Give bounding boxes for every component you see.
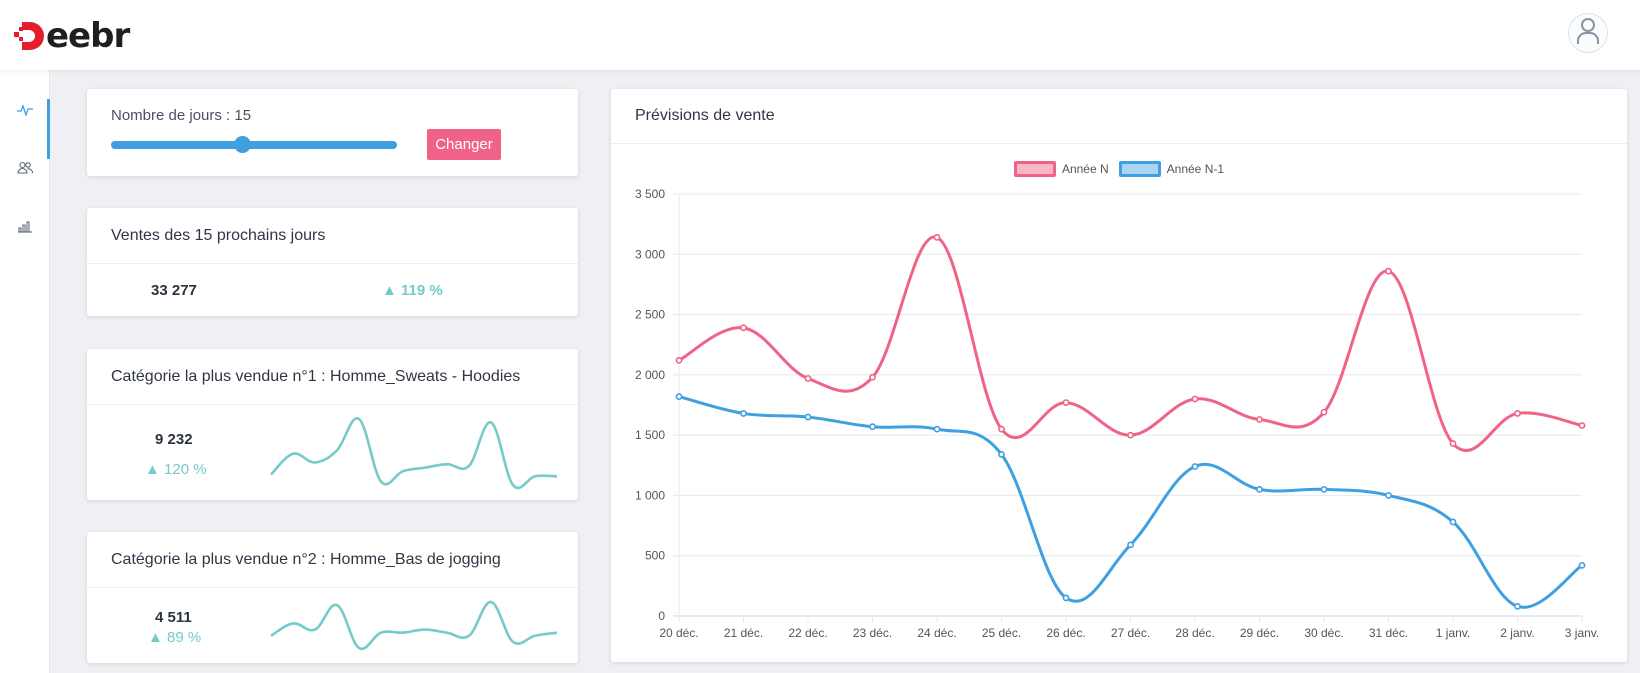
data-point[interactable] [1320, 485, 1328, 493]
sales-value: 33 277 [151, 282, 197, 299]
sidebar [0, 70, 50, 673]
category-2-card: Catégorie la plus vendue n°2 : Homme_Bas… [87, 532, 578, 663]
category-1-sparkline [270, 417, 558, 490]
category-1-card: Catégorie la plus vendue n°1 : Homme_Swe… [87, 349, 578, 500]
x-tick-label: 21 déc. [724, 626, 763, 640]
change-button[interactable]: Changer [427, 129, 501, 160]
y-tick-label: 2 500 [635, 308, 665, 322]
logo-text: eebr [46, 16, 130, 56]
sparkline-path [270, 600, 558, 651]
legend-item-annee-n-1[interactable]: Année N-1 [1118, 161, 1225, 177]
x-tick-label: 23 déc. [853, 626, 892, 640]
legend-label-annee-n: Année N [1061, 162, 1109, 176]
data-point[interactable] [998, 425, 1005, 433]
data-point[interactable] [1062, 399, 1070, 406]
forecast-title: Prévisions de vente [611, 89, 1627, 144]
y-tick-label: 2 000 [635, 368, 665, 382]
legend-item-annee-n[interactable]: Année N [1013, 161, 1109, 177]
data-point[interactable] [998, 451, 1005, 458]
y-tick-label: 3 000 [635, 247, 665, 261]
data-point[interactable] [740, 324, 747, 332]
data-point[interactable] [869, 423, 876, 431]
chart-legend: Année N Année N-1 [611, 161, 1627, 177]
data-point[interactable] [1191, 395, 1199, 403]
days-label: Nombre de jours : 15 [111, 107, 252, 124]
x-tick-label: 1 janv. [1436, 626, 1470, 640]
data-point[interactable] [675, 393, 683, 400]
legend-swatch-annee-n-1 [1118, 161, 1161, 177]
data-point[interactable] [675, 356, 683, 364]
data-point[interactable] [1191, 463, 1199, 470]
y-tick-label: 500 [645, 549, 665, 563]
series-line-1 [678, 395, 1583, 609]
legend-swatch-annee-n [1013, 161, 1056, 177]
y-tick-label: 1 500 [635, 428, 665, 442]
sales-card: Ventes des 15 prochains jours 33 277 ▲ 1… [87, 208, 578, 316]
data-point[interactable] [1514, 602, 1521, 610]
category-2-value: 4 511 [155, 609, 192, 626]
data-point[interactable] [1449, 440, 1457, 447]
sparkline-path [270, 417, 558, 490]
category-2-change: ▲ 89 % [148, 629, 202, 646]
activity-icon [17, 103, 33, 121]
data-point[interactable] [1127, 431, 1134, 439]
data-point[interactable] [804, 375, 812, 382]
category-1-change: ▲ 120 % [145, 461, 207, 478]
x-tick-label: 24 déc. [917, 626, 956, 640]
y-tick-label: 0 [658, 609, 665, 623]
x-tick-label: 27 déc. [1111, 626, 1150, 640]
days-control-card: Nombre de jours : 15 Changer [87, 89, 578, 176]
forecast-card: Prévisions de vente Année N Année N-1 3 … [611, 89, 1627, 662]
data-point[interactable] [869, 373, 876, 381]
data-point[interactable] [740, 410, 747, 417]
forecast-line-chart: 3 500 3 000 2 500 2 000 1 500 1 000 500 0 20 déc… [635, 187, 1599, 640]
data-point[interactable] [933, 234, 941, 241]
sidebar-item-stats[interactable] [0, 198, 50, 258]
data-point[interactable] [1514, 410, 1521, 417]
deebr-logo-icon [12, 18, 48, 54]
x-tick-label: 3 janv. [1565, 626, 1599, 640]
bar-chart-icon [17, 219, 33, 238]
category-2-title: Catégorie la plus vendue n°2 : Homme_Bas… [87, 532, 578, 588]
x-tick-label: 28 déc. [1175, 626, 1214, 640]
x-tick-label: 2 janv. [1500, 626, 1534, 640]
data-point[interactable] [1578, 422, 1586, 429]
data-point[interactable] [1127, 541, 1134, 549]
x-tick-label: 22 déc. [788, 626, 827, 640]
y-tick-label: 3 500 [635, 187, 665, 201]
x-tick-label: 20 déc. [659, 626, 698, 640]
x-tick-label: 29 déc. [1240, 626, 1279, 640]
data-point[interactable] [1320, 408, 1328, 416]
sales-change: ▲ 119 % [382, 282, 443, 299]
users-icon [17, 161, 34, 180]
x-tick-label: 30 déc. [1304, 626, 1343, 640]
y-tick-label: 1 000 [635, 488, 665, 502]
data-point[interactable] [804, 413, 812, 421]
data-point[interactable] [1256, 485, 1263, 493]
data-point[interactable] [1385, 267, 1392, 275]
days-slider-thumb[interactable] [234, 136, 252, 153]
user-avatar[interactable] [1568, 13, 1608, 53]
data-point[interactable] [1449, 518, 1457, 526]
data-point[interactable] [1062, 594, 1070, 602]
category-2-sparkline [270, 600, 558, 651]
days-slider-track[interactable] [111, 141, 397, 149]
sales-card-title: Ventes des 15 prochains jours [87, 208, 578, 264]
logo[interactable]: eebr [12, 16, 130, 56]
user-icon [1576, 17, 1600, 50]
legend-label-annee-n-1: Année N-1 [1166, 162, 1225, 176]
x-tick-label: 26 déc. [1046, 626, 1085, 640]
sidebar-item-dashboard[interactable] [0, 82, 50, 159]
data-point[interactable] [1578, 561, 1586, 569]
x-tick-label: 31 déc. [1369, 626, 1408, 640]
sidebar-item-users[interactable] [0, 140, 50, 200]
data-point[interactable] [1256, 416, 1263, 423]
data-point[interactable] [933, 425, 941, 433]
category-1-title: Catégorie la plus vendue n°1 : Homme_Swe… [87, 349, 578, 405]
data-point[interactable] [1385, 492, 1392, 499]
x-tick-label: 25 déc. [982, 626, 1021, 640]
top-header: eebr [0, 0, 1640, 70]
category-1-value: 9 232 [155, 431, 193, 448]
